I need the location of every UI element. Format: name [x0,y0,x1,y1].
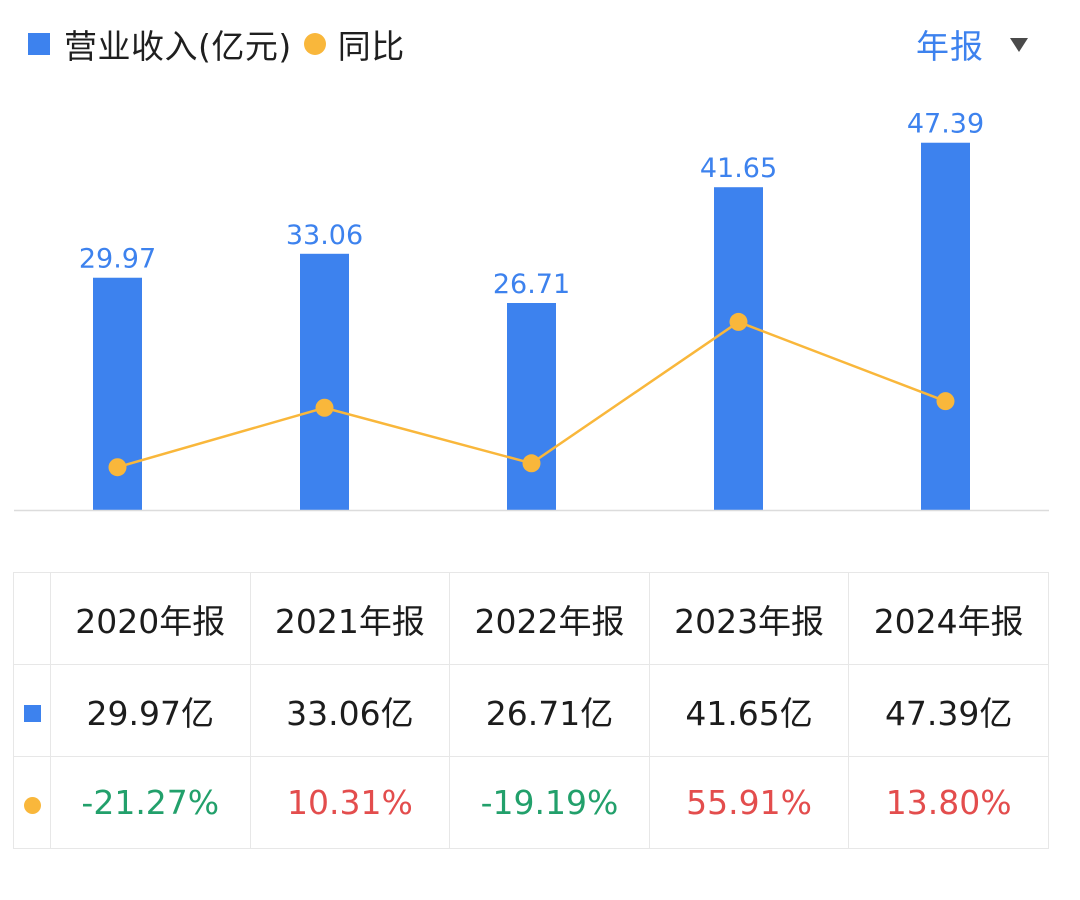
table-header-cell: 2024年报 [848,572,1049,665]
table-header-cell: 2022年报 [449,572,650,665]
revenue-cell: 29.97亿 [50,664,251,757]
period-selector[interactable]: 年报 [916,22,1028,66]
chevron-down-icon[interactable] [1010,38,1028,52]
growth-cell: -19.19% [449,756,650,849]
revenue-bar-label: 41.65 [700,153,777,184]
table-header-cell: 2020年报 [50,572,251,665]
revenue-bar [921,142,970,510]
growth-cell: -21.27% [50,756,251,849]
revenue-cell: 41.65亿 [648,664,850,757]
growth-legend-swatch [303,33,326,55]
chart-legend: 营业收入(亿元) 同比 [28,22,417,66]
revenue-bar-label: 47.39 [907,109,984,140]
growth-row-marker [13,756,51,849]
period-selector-label[interactable]: 年报 [916,27,984,66]
revenue-bar [300,253,349,510]
revenue-legend-swatch [28,33,50,55]
growth-point [522,454,541,473]
revenue-legend-label: 营业收入(亿元) [64,27,292,66]
revenue-cell: 26.71亿 [449,664,650,757]
revenue-chart: 29.97 33.06 26.71 41.65 47.39 [14,109,1049,512]
data-table: 2020年报 2021年报 2022年报 2023年报 2024年报 29.97… [13,572,1049,849]
revenue-bar-label: 26.71 [493,269,570,300]
table-row-revenue: 29.97亿 33.06亿 26.71亿 41.65亿 47.39亿 [13,664,1049,757]
revenue-cell: 33.06亿 [249,664,451,757]
table-header-row: 2020年报 2021年报 2022年报 2023年报 2024年报 [13,572,1049,665]
revenue-row-marker [13,664,51,757]
table-header-cell: 2021年报 [249,572,451,665]
revenue-bar-label: 29.97 [79,244,156,275]
growth-point [108,458,127,477]
growth-point [315,398,334,417]
revenue-square-icon [23,705,41,722]
table-header-cell: 2023年报 [648,572,850,665]
growth-legend-label: 同比 [337,27,405,66]
growth-point [936,392,955,411]
growth-cell: 10.31% [249,756,451,849]
revenue-cell: 47.39亿 [848,664,1049,757]
revenue-bar [714,187,763,510]
revenue-bar-label: 33.06 [286,220,363,251]
growth-cell: 13.80% [848,756,1049,849]
growth-point [729,312,748,331]
table-row-growth: -21.27% 10.31% -19.19% 55.91% 13.80% [13,756,1049,849]
revenue-bar [507,302,556,510]
table-corner-cell [13,572,51,665]
growth-cell: 55.91% [648,756,850,849]
growth-dot-icon [23,797,41,814]
